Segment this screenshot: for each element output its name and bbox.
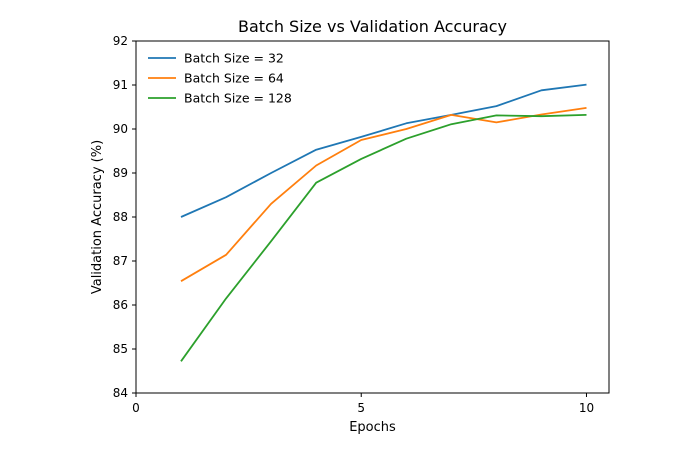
legend: Batch Size = 32 Batch Size = 64 Batch Size… xyxy=(148,51,292,106)
series-layer xyxy=(180,83,587,362)
x-axis-ticks: 0 5 10 xyxy=(132,393,594,415)
series-line-3 xyxy=(180,114,587,362)
y-tick-label: 92 xyxy=(113,34,128,48)
x-tick-label: 0 xyxy=(132,401,140,415)
y-tick-label: 91 xyxy=(113,78,128,92)
chart-title: Batch Size vs Validation Accuracy xyxy=(238,17,507,36)
series-line-2 xyxy=(180,107,587,282)
y-axis-label: Validation Accuracy (%) xyxy=(90,140,105,294)
y-tick-label: 84 xyxy=(113,386,128,400)
legend-label-2: Batch Size = 64 xyxy=(184,71,284,86)
y-tick-label: 86 xyxy=(113,298,128,312)
y-tick-label: 89 xyxy=(113,166,128,180)
x-tick-label: 5 xyxy=(357,401,365,415)
y-tick-label: 88 xyxy=(113,210,128,224)
x-axis-label: Epochs xyxy=(349,420,396,435)
series-line-1 xyxy=(180,83,587,218)
y-tick-label: 85 xyxy=(113,342,128,356)
y-axis-ticks: 84 85 86 87 88 89 90 91 92 xyxy=(113,34,136,400)
legend-label-1: Batch Size = 32 xyxy=(184,51,284,66)
x-tick-label: 10 xyxy=(579,401,594,415)
y-tick-label: 87 xyxy=(113,254,128,268)
y-tick-label: 90 xyxy=(113,122,128,136)
legend-label-3: Batch Size = 128 xyxy=(184,91,292,106)
